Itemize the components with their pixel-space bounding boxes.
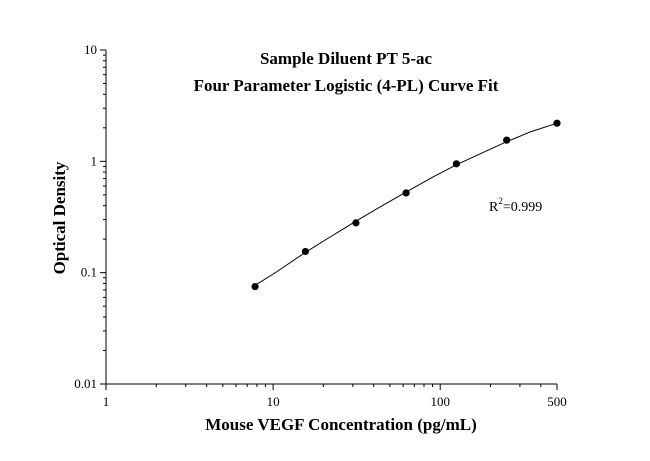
plot-area	[251, 119, 561, 291]
data-point	[251, 282, 259, 291]
x-tick-label: 10	[267, 394, 280, 409]
x-tick-label: 500	[547, 394, 567, 409]
x-axis-label: Mouse VEGF Concentration (pg/mL)	[205, 415, 477, 434]
chart-subtitle: Four Parameter Logistic (4-PL) Curve Fit	[194, 76, 499, 95]
y-tick-label: 10	[84, 42, 97, 57]
r-squared-superscript: 2	[498, 196, 503, 206]
data-point	[553, 119, 561, 127]
axes: 0.01 0.1 1 10 1 10 100 500	[74, 42, 567, 409]
data-point	[452, 160, 460, 168]
y-tick-label: 0.1	[81, 265, 97, 280]
data-point	[503, 136, 511, 144]
y-tick-label: 0.01	[74, 376, 97, 391]
y-tick-label: 1	[91, 153, 98, 168]
x-tick-label: 1	[103, 394, 110, 409]
chart-title: Sample Diluent PT 5-ac	[260, 49, 433, 68]
r-squared-base: R	[489, 200, 499, 215]
data-point	[402, 189, 410, 197]
r-squared-value: =0.999	[503, 200, 542, 215]
data-point	[352, 219, 360, 227]
y-axis-label: Optical Density	[50, 161, 69, 274]
data-point	[301, 247, 309, 256]
x-tick-label: 100	[430, 394, 450, 409]
r-squared-annotation: R2=0.999	[489, 196, 542, 215]
